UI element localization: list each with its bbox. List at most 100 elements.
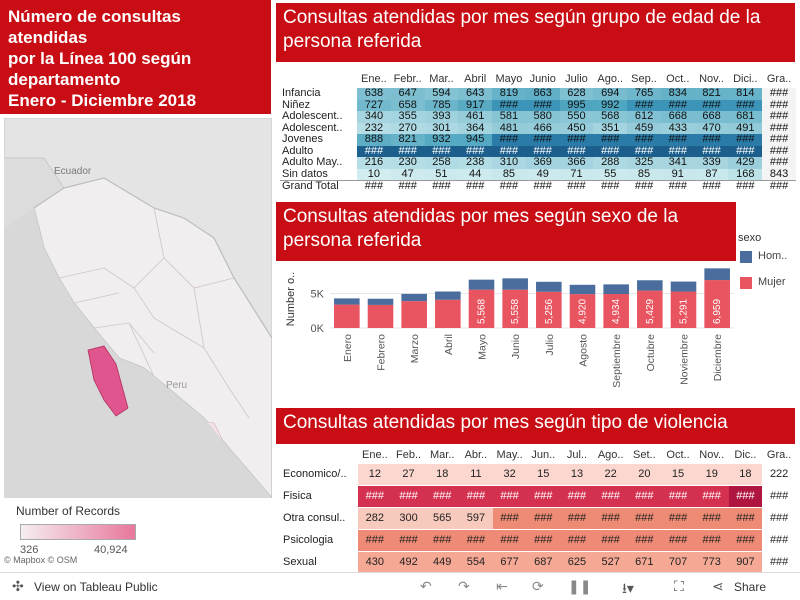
violence-table-row[interactable]: Economico/.. 12 27 18 11 32 15 13 22 20 15 19 18 222 — [280, 464, 796, 486]
age-cell[interactable]: 694 — [593, 88, 628, 100]
violence-cell[interactable]: ### — [661, 507, 695, 530]
age-cell[interactable]: 843 — [762, 168, 796, 181]
age-cell[interactable]: 339 — [694, 157, 729, 169]
violence-cell[interactable]: ### — [627, 529, 662, 552]
violence-cell[interactable]: 15 — [661, 464, 695, 486]
violence-cell[interactable]: ### — [560, 507, 594, 530]
age-cell[interactable]: 814 — [728, 88, 763, 100]
age-cell[interactable]: 355 — [390, 111, 425, 123]
age-cell[interactable]: 216 — [357, 157, 391, 169]
age-cell[interactable]: ### — [492, 145, 526, 157]
age-col-header[interactable]: Abril — [464, 73, 487, 85]
age-cell[interactable]: 581 — [492, 111, 526, 123]
violence-cell[interactable]: 15 — [526, 464, 561, 486]
age-table-row[interactable]: Niñez 727 658 785 917 ### ### 995 992 ### ### ### ##… — [280, 99, 796, 111]
age-table-row[interactable]: Adulto ### ### ### ### ### ### ### ### ### ### ### #… — [280, 145, 796, 157]
violence-col-header[interactable]: Mar.. — [429, 449, 455, 461]
age-cell[interactable]: 71 — [559, 168, 594, 181]
age-cell[interactable]: 681 — [728, 111, 763, 123]
age-cell[interactable]: 658 — [390, 99, 425, 111]
age-cell[interactable]: 819 — [492, 88, 526, 100]
age-total-cell[interactable]: ### — [525, 180, 560, 193]
age-cell[interactable]: 87 — [694, 168, 729, 181]
age-cell[interactable]: 470 — [694, 122, 729, 134]
age-table-row[interactable]: Jovenes 888 821 932 945 ### ### ### ### ### ### ###… — [280, 134, 796, 146]
violence-cell[interactable]: 20 — [627, 464, 662, 486]
violence-col-header[interactable]: Dic.. — [734, 449, 757, 461]
violence-cell[interactable]: ### — [526, 529, 561, 552]
age-cell[interactable]: 481 — [492, 122, 526, 134]
age-cell[interactable]: 668 — [694, 111, 729, 123]
age-cell[interactable]: 945 — [458, 134, 493, 146]
fullscreen-icon[interactable]: ⛶ — [674, 578, 684, 594]
age-cell[interactable]: ### — [762, 122, 796, 134]
age-cell[interactable]: ### — [762, 88, 796, 100]
age-col-header[interactable]: Ago.. — [597, 73, 624, 85]
violence-cell[interactable]: ### — [593, 485, 628, 508]
violence-cell[interactable]: ### — [459, 529, 493, 552]
age-total-cell[interactable]: ### — [762, 180, 796, 193]
age-col-header[interactable]: Ene.. — [361, 73, 387, 85]
age-cell[interactable]: ### — [593, 134, 628, 146]
age-cell[interactable]: 238 — [458, 157, 493, 169]
age-cell[interactable]: 612 — [627, 111, 661, 123]
violence-cell[interactable]: ### — [728, 529, 763, 552]
violence-col-header[interactable]: Ago.. — [597, 449, 624, 461]
age-cell[interactable]: 51 — [424, 168, 459, 181]
age-total-cell[interactable]: ### — [424, 180, 459, 193]
age-col-header[interactable]: Mar.. — [429, 73, 454, 85]
age-cell[interactable]: 727 — [357, 99, 391, 111]
violence-cell[interactable]: 19 — [694, 464, 729, 486]
age-total-cell[interactable]: ### — [559, 180, 594, 193]
violence-cell[interactable]: ### — [425, 485, 460, 508]
violence-cell[interactable]: ### — [358, 529, 392, 552]
violence-cell[interactable]: 32 — [492, 464, 527, 486]
age-cell[interactable]: 301 — [424, 122, 459, 134]
age-cell[interactable]: 232 — [357, 122, 391, 134]
age-cell[interactable]: ### — [593, 145, 628, 157]
violence-table-row[interactable]: Psicologia ### ### ### ### ### ### ### ### ### ###… — [280, 529, 796, 552]
age-total-row[interactable]: Grand Total ### ### ### ### ### ### ### ### ### ##… — [280, 180, 796, 193]
violence-cell[interactable]: 671 — [627, 551, 662, 574]
violence-cell[interactable]: ### — [762, 529, 796, 552]
violence-cell[interactable]: 11 — [459, 464, 493, 486]
age-cell[interactable]: ### — [694, 134, 729, 146]
age-total-cell[interactable]: ### — [492, 180, 526, 193]
violence-cell[interactable]: 907 — [728, 551, 763, 574]
age-col-header[interactable]: Junio — [529, 73, 556, 85]
age-cell[interactable]: 44 — [458, 168, 493, 181]
age-col-header[interactable]: Julio — [565, 73, 588, 85]
age-cell[interactable]: 258 — [424, 157, 459, 169]
violence-cell[interactable]: ### — [627, 507, 662, 530]
violence-cell[interactable]: ### — [459, 485, 493, 508]
age-cell[interactable]: 628 — [559, 88, 594, 100]
violence-cell[interactable]: 677 — [492, 551, 527, 574]
violence-cell[interactable]: 773 — [694, 551, 729, 574]
age-table[interactable]: Ene.. Febr.. Mar.. Abril Mayo Junio Julio Ago..… — [280, 70, 798, 193]
age-cell[interactable]: 863 — [525, 88, 560, 100]
violence-cell[interactable]: 18 — [728, 464, 763, 486]
violence-cell[interactable]: 13 — [560, 464, 594, 486]
violence-cell[interactable]: ### — [762, 507, 796, 530]
violence-cell[interactable]: 22 — [593, 464, 628, 486]
age-cell[interactable]: ### — [762, 111, 796, 123]
age-table-row[interactable]: Infancia 638 647 594 643 819 863 628 694 765 834 82… — [280, 88, 796, 100]
age-cell[interactable]: 459 — [627, 122, 661, 134]
age-cell[interactable]: 393 — [424, 111, 459, 123]
refresh-icon[interactable]: ⟳ — [532, 578, 544, 594]
violence-col-header[interactable]: Abr.. — [464, 449, 488, 461]
age-cell[interactable]: ### — [424, 145, 459, 157]
age-total-cell[interactable]: ### — [694, 180, 729, 193]
age-col-header[interactable]: Gra.. — [766, 73, 792, 85]
age-cell[interactable]: ### — [525, 134, 560, 146]
age-cell[interactable]: ### — [694, 99, 729, 111]
violence-cell[interactable]: ### — [425, 529, 460, 552]
age-cell[interactable]: ### — [762, 145, 796, 157]
age-cell[interactable]: 932 — [424, 134, 459, 146]
age-col-header[interactable]: Nov.. — [699, 73, 724, 85]
age-cell[interactable]: 594 — [424, 88, 459, 100]
violence-cell[interactable]: 492 — [391, 551, 426, 574]
violence-cell[interactable]: ### — [391, 485, 426, 508]
violence-cell[interactable]: ### — [661, 529, 695, 552]
age-cell[interactable]: 638 — [357, 88, 391, 100]
